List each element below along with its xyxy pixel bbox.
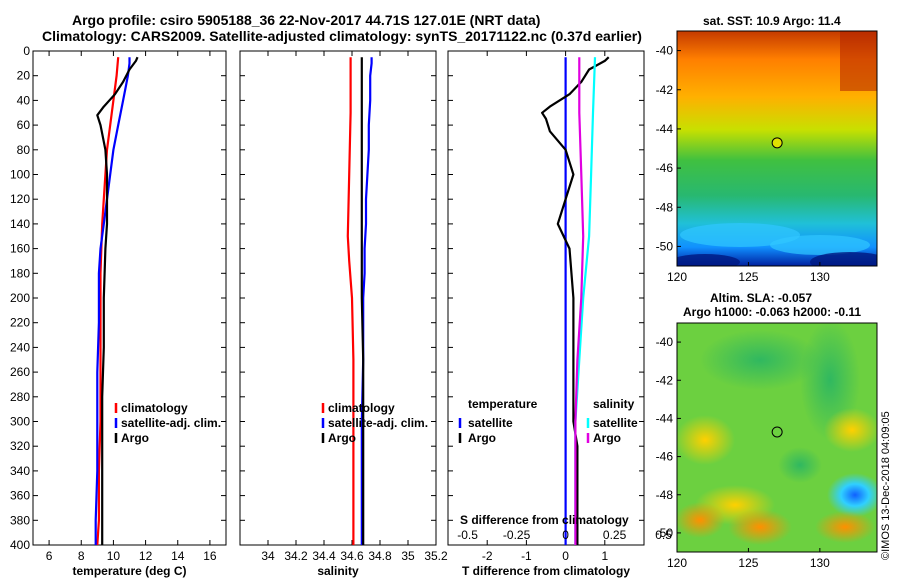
- y-tick-label: 140: [10, 217, 30, 231]
- x-tick-label: 0: [562, 549, 569, 563]
- map-y-tick-label: -44: [656, 411, 674, 425]
- y-tick-label: 160: [10, 242, 30, 256]
- s-difference-tick-label: 0.25: [603, 528, 627, 542]
- y-tick-label: 0: [23, 44, 30, 58]
- legend-label: climatology: [121, 401, 188, 415]
- s-difference-tick-label: 0: [562, 528, 569, 542]
- series-line-satellite-adj-clim-: [94, 57, 131, 545]
- y-tick-label: 260: [10, 365, 30, 379]
- map-y-tick-label: -46: [656, 161, 674, 175]
- sst-map: 120 125 130 -40 -42 -44 -46 -48 -50: [656, 30, 878, 284]
- map-y-tick-label: -48: [656, 488, 674, 502]
- map-y-tick-label: -46: [656, 450, 674, 464]
- series-line-t-argo: [540, 56, 610, 545]
- s-difference-tick-label: -0.5: [457, 528, 478, 542]
- x-tick-label: 35: [401, 549, 415, 563]
- map-y-tick-label: -44: [656, 122, 674, 136]
- figure-title-line2: Climatology: CARS2009. Satellite-adjuste…: [42, 28, 642, 44]
- s-difference-tick-label: 0.5: [655, 528, 672, 542]
- legend-label: Argo: [121, 431, 149, 445]
- x-tick-label: 6: [46, 549, 53, 563]
- y-tick-label: 400: [10, 538, 30, 552]
- x-tick-label: 34: [261, 549, 275, 563]
- x-axis-label: temperature (deg C): [72, 564, 186, 578]
- legend-label: Argo: [468, 431, 496, 445]
- x-tick-label: 16: [203, 549, 217, 563]
- series-line-argo: [360, 57, 365, 545]
- panel-difference: -2 -1 0 1T difference from climatology tempe…: [447, 50, 672, 578]
- y-tick-label: 320: [10, 439, 30, 453]
- sla-map: 120 125 130 -40 -42 -44 -46 -48 -50: [656, 322, 878, 570]
- x-tick-label: 34.6: [340, 549, 364, 563]
- series-line-climatology: [346, 57, 355, 545]
- legend-label: satellite: [593, 416, 638, 430]
- map-y-tick-label: -40: [656, 335, 674, 349]
- map-y-tick-label: -50: [656, 526, 674, 540]
- legend-label: Argo: [328, 431, 356, 445]
- y-tick-label: 40: [17, 93, 31, 107]
- plot-frame: [239, 50, 437, 546]
- x-tick-label: 14: [171, 549, 185, 563]
- x-tick-label: -1: [521, 549, 532, 563]
- x-tick-label: 1: [601, 549, 608, 563]
- panel-temperature: 0 20 40 60 80 100 120 140 160 180 200 220 240 260 280 3…: [10, 44, 227, 578]
- sst-map-title: sat. SST: 10.9 Argo: 11.4: [703, 14, 841, 28]
- x-tick-label: 34.8: [368, 549, 392, 563]
- map-y-tick-label: -40: [656, 44, 674, 58]
- argo-float-marker: [771, 426, 783, 438]
- legend-label: satellite-adj. clim.: [328, 416, 428, 430]
- map-y-tick-label: -50: [656, 239, 674, 253]
- legend-label: satellite-adj. clim.: [121, 416, 221, 430]
- x-tick-label: 34.2: [284, 549, 308, 563]
- map-x-tick-label: 120: [667, 556, 687, 570]
- y-tick-label: 60: [17, 118, 31, 132]
- map-x-tick-label: 130: [810, 270, 830, 284]
- y-tick-label: 240: [10, 340, 30, 354]
- x-tick-label: 10: [107, 549, 121, 563]
- s-difference-axis-label: S difference from climatology: [460, 513, 629, 527]
- y-tick-label: 80: [17, 143, 31, 157]
- y-tick-label: 200: [10, 291, 30, 305]
- y-tick-label: 180: [10, 266, 30, 280]
- series-line-s-argo: [574, 57, 585, 545]
- x-tick-label: 34.4: [312, 549, 336, 563]
- legend-title-salinity: salinity: [593, 397, 635, 411]
- map-x-tick-label: 120: [667, 270, 687, 284]
- x-tick-label: -2: [482, 549, 493, 563]
- legend-label: climatology: [328, 401, 395, 415]
- x-tick-label: 8: [78, 549, 85, 563]
- map-y-tick-label: -42: [656, 83, 674, 97]
- s-difference-tick-label: -0.25: [503, 528, 531, 542]
- x-tick-label: 35.2: [424, 549, 448, 563]
- argo-float-marker: [771, 137, 783, 149]
- series-line-argo: [96, 56, 139, 545]
- x-axis-label: T difference from climatology: [462, 564, 630, 578]
- map-y-tick-label: -48: [656, 200, 674, 214]
- map-y-tick-label: -42: [656, 373, 674, 387]
- legend-title-temperature: temperature: [468, 397, 538, 411]
- plot-frame: [32, 50, 227, 546]
- map-x-tick-label: 125: [738, 556, 758, 570]
- legend-label: Argo: [593, 431, 621, 445]
- y-tick-label: 360: [10, 489, 30, 503]
- y-tick-label: 100: [10, 168, 30, 182]
- map-x-tick-label: 130: [810, 556, 830, 570]
- y-tick-label: 220: [10, 316, 30, 330]
- y-tick-label: 380: [10, 513, 30, 527]
- sla-map-title-line2: Argo h1000: -0.063 h2000: -0.11: [683, 305, 862, 319]
- figure-title-line1: Argo profile: csiro 5905188_36 22-Nov-20…: [72, 12, 541, 28]
- y-tick-label: 300: [10, 415, 30, 429]
- plot-frame: [447, 50, 645, 546]
- y-tick-label: 20: [17, 69, 31, 83]
- x-axis-label: salinity: [317, 564, 359, 578]
- x-tick-label: 12: [139, 549, 153, 563]
- y-tick-label: 340: [10, 464, 30, 478]
- y-tick-label: 120: [10, 192, 30, 206]
- y-tick-label: 280: [10, 390, 30, 404]
- sla-map-title-line1: Altim. SLA: -0.057: [710, 291, 813, 305]
- panel-salinity: 34 34.2 34.4 34.6 34.8 35 35.2 salinity climatol…: [239, 50, 448, 578]
- map-x-tick-label: 125: [738, 270, 758, 284]
- legend-label: satellite: [468, 416, 513, 430]
